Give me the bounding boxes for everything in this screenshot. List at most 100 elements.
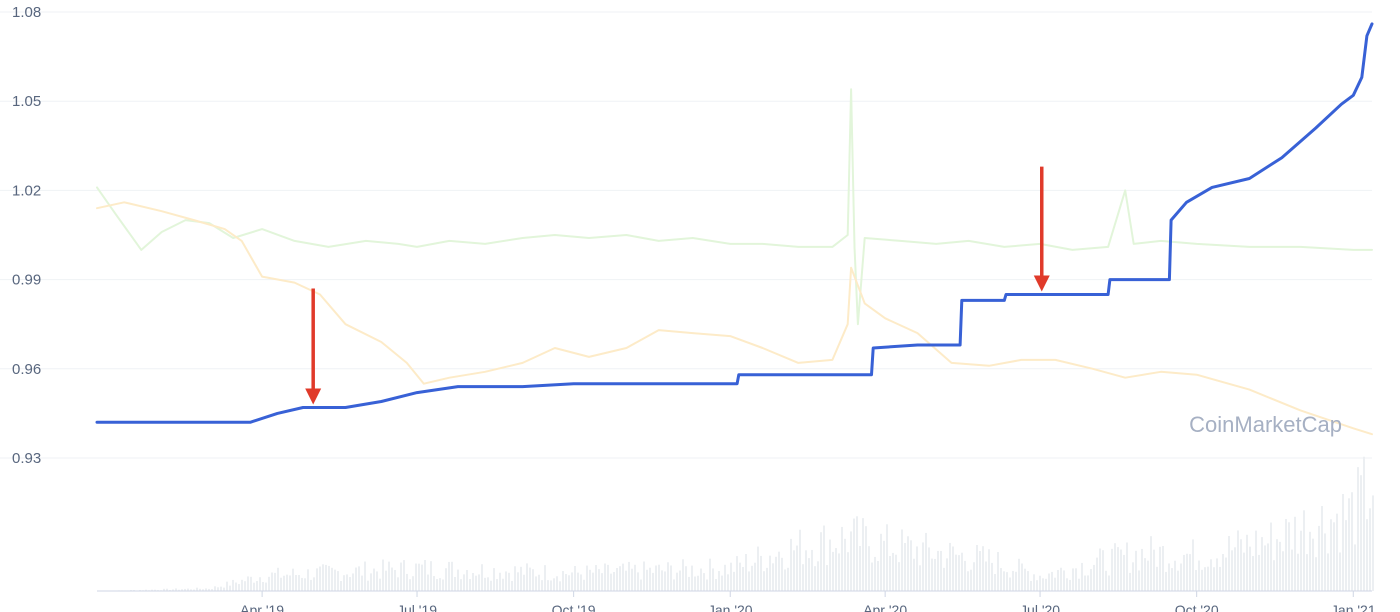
volume-bar (355, 567, 357, 591)
volume-bar (1039, 575, 1041, 591)
x-tick-label: Jul '20 (1020, 602, 1060, 612)
volume-bar (940, 550, 942, 591)
volume-bar (430, 561, 432, 591)
volume-bar (976, 545, 978, 591)
x-tick-label: Jan '21 (1331, 602, 1376, 612)
volume-bar (532, 569, 534, 591)
volume-bar (688, 576, 690, 591)
volume-bar (1231, 550, 1233, 591)
volume-bar (1132, 562, 1134, 591)
volume-bar (1093, 564, 1095, 591)
volume-bar (226, 581, 228, 591)
volume-bar (997, 552, 999, 591)
volume-bar (451, 561, 453, 591)
volume-bar (1297, 553, 1299, 591)
volume-bar (784, 569, 786, 591)
volume-bar (1069, 579, 1071, 591)
volume-bar (466, 569, 468, 591)
volume-bar (190, 589, 192, 591)
volume-bar (439, 578, 441, 591)
volume-bar (1285, 519, 1287, 591)
volume-bar (760, 555, 762, 591)
volume-bar (850, 531, 852, 591)
volume-bar (412, 576, 414, 591)
volume-bar (1036, 580, 1038, 591)
volume-bar (295, 574, 297, 591)
volume-bar (457, 569, 459, 591)
volume-bar (553, 578, 555, 591)
volume-bar (391, 567, 393, 591)
volume-bar (646, 569, 648, 591)
volume-bar (1240, 539, 1242, 591)
volume-bar (1249, 546, 1251, 591)
volume-bar (286, 574, 288, 591)
volume-bar (154, 589, 156, 591)
volume-bar (1075, 568, 1077, 591)
volume-bar (1138, 570, 1140, 591)
volume-bar (262, 582, 264, 591)
volume-bar (454, 577, 456, 591)
volume-bar (808, 558, 810, 591)
volume-bar (1180, 563, 1182, 591)
volume-bar (610, 573, 612, 591)
volume-bar (1108, 575, 1110, 591)
volume-bar (781, 557, 783, 591)
grid-lines (0, 11, 1372, 459)
y-tick-label: 1.08 (12, 4, 41, 21)
volume-bar (562, 571, 564, 591)
volume-bar (1159, 546, 1161, 591)
volume-bar (667, 562, 669, 591)
volume-bar (517, 572, 519, 591)
volume-bar (259, 577, 261, 591)
volume-bar (238, 584, 240, 591)
volume-bar (820, 532, 822, 591)
x-tick-label: Jul '19 (397, 602, 437, 612)
volume-bar (1195, 570, 1197, 591)
volume-bar (1321, 506, 1323, 591)
volume-bar (343, 575, 345, 591)
volume-bar (307, 569, 309, 591)
volume-bar (568, 575, 570, 591)
volume-bar (1327, 553, 1329, 591)
volume-bar (292, 568, 294, 591)
volume-bar (736, 556, 738, 591)
volume-bar (511, 580, 513, 591)
volume-bar (1273, 560, 1275, 591)
volume-bar (298, 575, 300, 591)
volume-bar (379, 578, 381, 591)
volume-bar (1276, 539, 1278, 591)
volume-bar (1267, 543, 1269, 591)
volume-bar (520, 566, 522, 591)
volume-bar (1372, 495, 1374, 591)
volume-bar (871, 562, 873, 591)
volume-bar (415, 563, 417, 591)
volume-bar (988, 549, 990, 591)
volume-bar (892, 552, 894, 591)
volume-bar (634, 564, 636, 591)
volume-bar (1348, 498, 1350, 591)
volume-bar (931, 558, 933, 591)
volume-bar (622, 563, 624, 591)
volume-bar (841, 526, 843, 591)
volume-bar (643, 561, 645, 591)
volume-bar (277, 567, 279, 591)
volume-bar (1198, 560, 1200, 591)
volume-bar (283, 575, 285, 591)
volume-bar (910, 540, 912, 591)
volume-bar (1120, 549, 1122, 591)
volume-bar (937, 550, 939, 591)
volume-bar (1252, 556, 1254, 591)
volume-bar (628, 561, 630, 591)
volume-bar (538, 574, 540, 591)
volume-bar (1237, 530, 1239, 591)
volume-bar (505, 571, 507, 591)
y-tick-label: 0.93 (12, 450, 41, 467)
volume-bar (382, 559, 384, 591)
volume-bar (1006, 572, 1008, 591)
volume-bar (823, 525, 825, 591)
volume-bar (1000, 568, 1002, 591)
volume-bar (1147, 560, 1149, 591)
volume-bar (754, 562, 756, 591)
volume-bar (1063, 570, 1065, 591)
x-tick-label: Apr '19 (240, 602, 284, 612)
